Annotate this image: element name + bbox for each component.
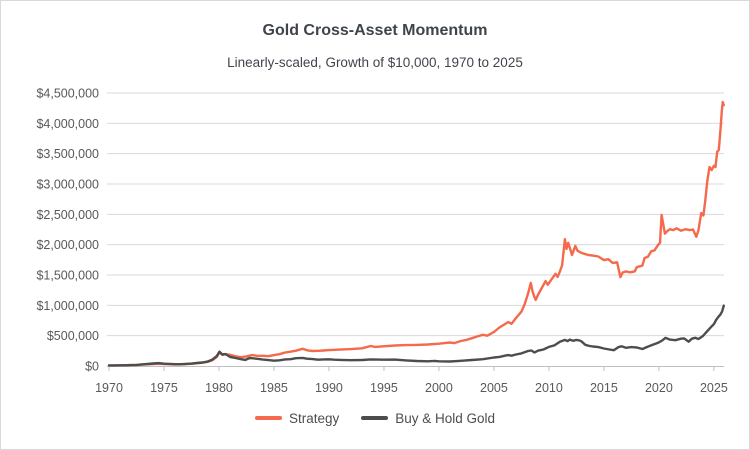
series-line-buy-hold-gold (107, 304, 725, 367)
legend: Strategy Buy & Hold Gold (1, 408, 749, 428)
y-tick-label: $0 (85, 360, 99, 374)
x-tick-label: 1970 (95, 381, 123, 395)
x-tick-label: 2015 (590, 381, 618, 395)
chart-title: Gold Cross-Asset Momentum (262, 22, 488, 39)
x-tick-label: 1985 (260, 381, 288, 395)
x-tick-label: 2005 (480, 381, 508, 395)
x-tick-label: 1990 (315, 381, 343, 395)
y-tick-label: $500,000 (47, 329, 99, 343)
y-tick-label: $2,500,000 (36, 208, 99, 222)
y-tick-label: $1,500,000 (36, 269, 99, 283)
y-tick-label: $3,500,000 (36, 147, 99, 161)
y-tick-label: $2,000,000 (36, 238, 99, 252)
legend-item-strategy[interactable]: Strategy (254, 410, 340, 426)
chart-subtitle: Linearly-scaled, Growth of $10,000, 1970… (227, 55, 523, 70)
x-tick-label: 1980 (205, 381, 233, 395)
y-tick-label: $3,000,000 (36, 178, 99, 192)
legend-item-buy-hold-gold[interactable]: Buy & Hold Gold (361, 411, 495, 426)
x-tick-label: 1995 (370, 381, 398, 395)
x-tick-label: 2010 (535, 381, 563, 395)
y-tick-label: $4,500,000 (36, 87, 99, 101)
x-tick-label: 2025 (700, 381, 728, 395)
x-tick-label: 1975 (150, 381, 178, 395)
series-line-strategy (107, 100, 725, 367)
y-tick-label: $1,000,000 (36, 299, 99, 313)
legend-swatch-strategy (254, 416, 282, 420)
x-tick-label: 2020 (645, 381, 673, 395)
legend-label-strategy: Strategy (288, 410, 340, 426)
legend-label-buy-hold-gold: Buy & Hold Gold (395, 410, 496, 426)
legend-swatch-buy-hold-gold (361, 416, 389, 420)
x-tick-label: 2000 (425, 381, 453, 395)
y-tick-label: $4,000,000 (36, 117, 99, 131)
